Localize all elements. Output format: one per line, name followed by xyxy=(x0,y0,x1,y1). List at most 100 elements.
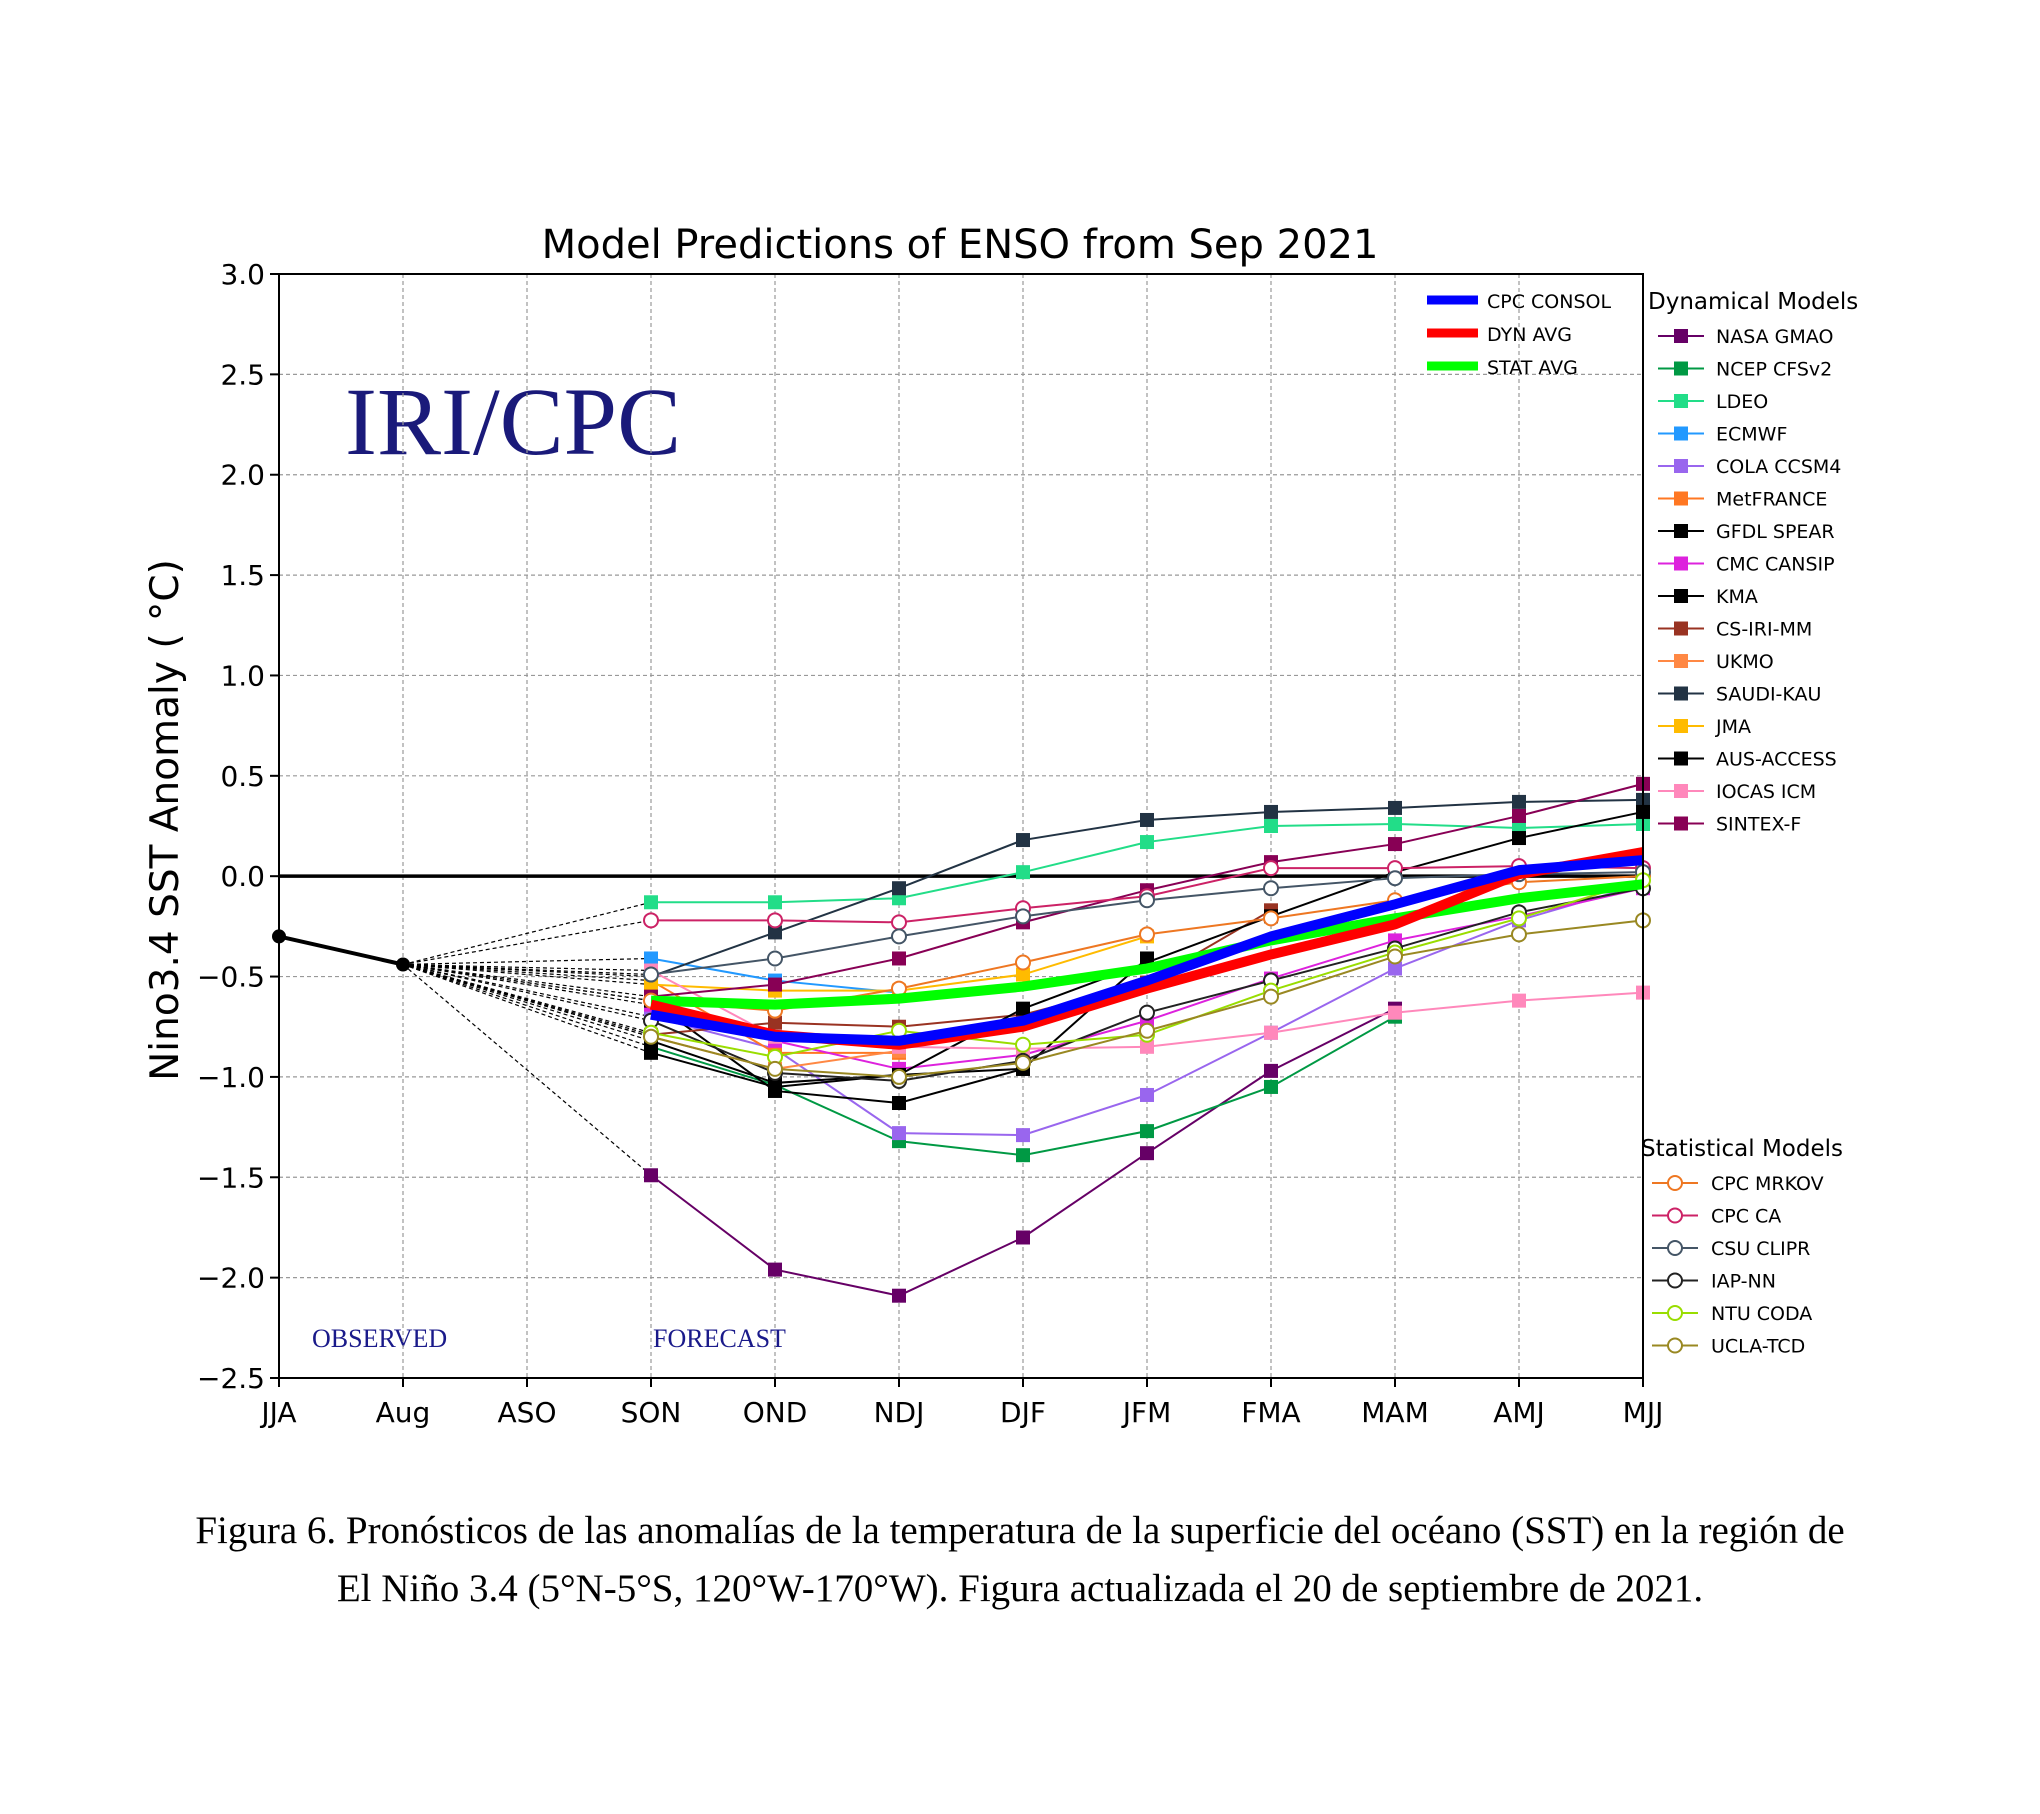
legend-label: SINTEX-F xyxy=(1716,814,1801,836)
legend-label: GFDL SPEAR xyxy=(1716,521,1835,543)
data-point xyxy=(1015,1054,1031,1071)
observed-label: OBSERVED xyxy=(312,1324,447,1353)
data-point xyxy=(1264,1079,1278,1094)
data-point xyxy=(1016,1001,1030,1016)
data-point xyxy=(644,1168,658,1183)
data-point xyxy=(1263,860,1279,877)
data-point xyxy=(1264,1063,1278,1078)
legend-label: DYN AVG xyxy=(1487,324,1572,346)
connector-line xyxy=(402,963,652,1022)
legend-marker xyxy=(1674,459,1688,473)
connector-line xyxy=(402,964,652,1176)
legend-label: UCLA-TCD xyxy=(1711,1336,1805,1358)
legend-label: NTU CODA xyxy=(1711,1303,1812,1325)
legend-marker xyxy=(1674,556,1688,571)
data-point xyxy=(643,1028,659,1045)
data-point xyxy=(1016,967,1030,982)
data-point xyxy=(1263,880,1279,897)
connector-line xyxy=(402,963,652,1042)
data-point xyxy=(767,1060,783,1077)
data-point xyxy=(892,951,906,966)
legend-marker xyxy=(1674,361,1688,376)
data-point xyxy=(1511,926,1527,943)
x-tick-label: SON xyxy=(621,1396,682,1429)
series-stat-avg xyxy=(650,879,1644,1010)
observed-line xyxy=(278,934,404,967)
data-point xyxy=(768,925,782,940)
data-point xyxy=(1016,865,1030,880)
legend-label: CSU CLIPR xyxy=(1711,1238,1810,1260)
data-point xyxy=(768,977,782,992)
legend-label: LDEO xyxy=(1716,391,1768,413)
y-tick-label: 0.5 xyxy=(220,760,265,793)
x-tick-label: ASO xyxy=(498,1396,557,1429)
enso-chart: Model Predictions of ENSO from Sep 2021 … xyxy=(143,222,1858,1429)
legend-label: CPC MRKOV xyxy=(1711,1173,1824,1195)
data-point xyxy=(1139,926,1155,943)
legend-label: JMA xyxy=(1715,716,1751,738)
legend-label: UKMO xyxy=(1716,651,1774,673)
series-ucla-tcd xyxy=(643,912,1651,1085)
data-point xyxy=(1387,870,1403,887)
data-point xyxy=(1016,1128,1030,1143)
legend-label: IOCAS ICM xyxy=(1716,781,1816,803)
legend-marker xyxy=(1674,394,1688,408)
y-tick-label: −0.5 xyxy=(197,961,265,994)
data-point xyxy=(1140,1039,1154,1054)
legend-marker xyxy=(1674,784,1688,798)
data-point xyxy=(1016,1230,1030,1245)
data-point xyxy=(767,912,783,929)
legend-label: COLA CCSM4 xyxy=(1716,456,1841,478)
y-tick-label: 0.0 xyxy=(220,860,265,893)
connector-line xyxy=(402,963,652,1048)
x-tick-label: MAM xyxy=(1361,1396,1428,1429)
series-csu-clipr xyxy=(643,864,1651,983)
forecast-label: FORECAST xyxy=(653,1324,786,1353)
x-tick-label: JFM xyxy=(1121,1396,1172,1429)
data-point xyxy=(1263,988,1279,1005)
x-tick-label: NDJ xyxy=(874,1396,925,1429)
data-point xyxy=(1512,808,1526,823)
data-point xyxy=(892,1096,906,1111)
figure-caption: Figura 6. Pronósticos de las anomalías d… xyxy=(20,1502,2020,1618)
connector-line xyxy=(402,963,652,1034)
data-point xyxy=(644,1045,658,1060)
y-tick-label: −2.0 xyxy=(197,1262,265,1295)
y-tick-label: 2.5 xyxy=(220,358,265,391)
legend-label: SAUDI-KAU xyxy=(1716,684,1821,706)
legend-dynamical-title: Dynamical Models xyxy=(1648,289,1858,315)
legend: CPC CONSOL DYN AVG STAT AVG Dynamical Model… xyxy=(1427,289,1858,1358)
data-point xyxy=(1139,1022,1155,1039)
connector-line xyxy=(402,901,652,966)
legend-label: CPC CA xyxy=(1711,1206,1781,1228)
legend-marker xyxy=(1674,426,1688,441)
x-tick-label: JJA xyxy=(259,1396,296,1429)
legend-marker xyxy=(1667,1305,1683,1321)
caption-line-1: Figura 6. Pronósticos de las anomalías d… xyxy=(195,1509,1845,1552)
caption-line-2: El Niño 3.4 (5°N-5°S, 120°W-170°W). Figu… xyxy=(336,1567,1704,1610)
legend-label: CPC CONSOL xyxy=(1487,291,1611,313)
x-tick-label: MJJ xyxy=(1623,1396,1664,1429)
x-tick-label: FMA xyxy=(1241,1396,1300,1429)
legend-marker xyxy=(1667,1337,1683,1354)
legend-label: CMC CANSIP xyxy=(1716,554,1835,576)
data-point xyxy=(1015,1036,1031,1053)
data-point xyxy=(1264,804,1278,819)
x-tick-label: OND xyxy=(743,1396,808,1429)
data-point xyxy=(1512,794,1526,809)
connector-line xyxy=(402,963,652,978)
connector-line xyxy=(402,963,652,976)
series-cpc-consol xyxy=(650,855,1644,1046)
data-point xyxy=(1015,954,1031,971)
legend-label: NCEP CFSv2 xyxy=(1716,359,1832,381)
data-point xyxy=(1511,910,1527,927)
legend-marker xyxy=(1674,816,1688,831)
data-point xyxy=(643,912,659,929)
data-point xyxy=(1016,1148,1030,1163)
data-point xyxy=(892,1126,906,1141)
data-point xyxy=(1140,835,1154,850)
y-tick-label: 1.5 xyxy=(220,559,265,592)
legend-marker xyxy=(1674,329,1688,343)
x-tick-label: Aug xyxy=(376,1396,431,1429)
data-point xyxy=(1139,1004,1155,1021)
